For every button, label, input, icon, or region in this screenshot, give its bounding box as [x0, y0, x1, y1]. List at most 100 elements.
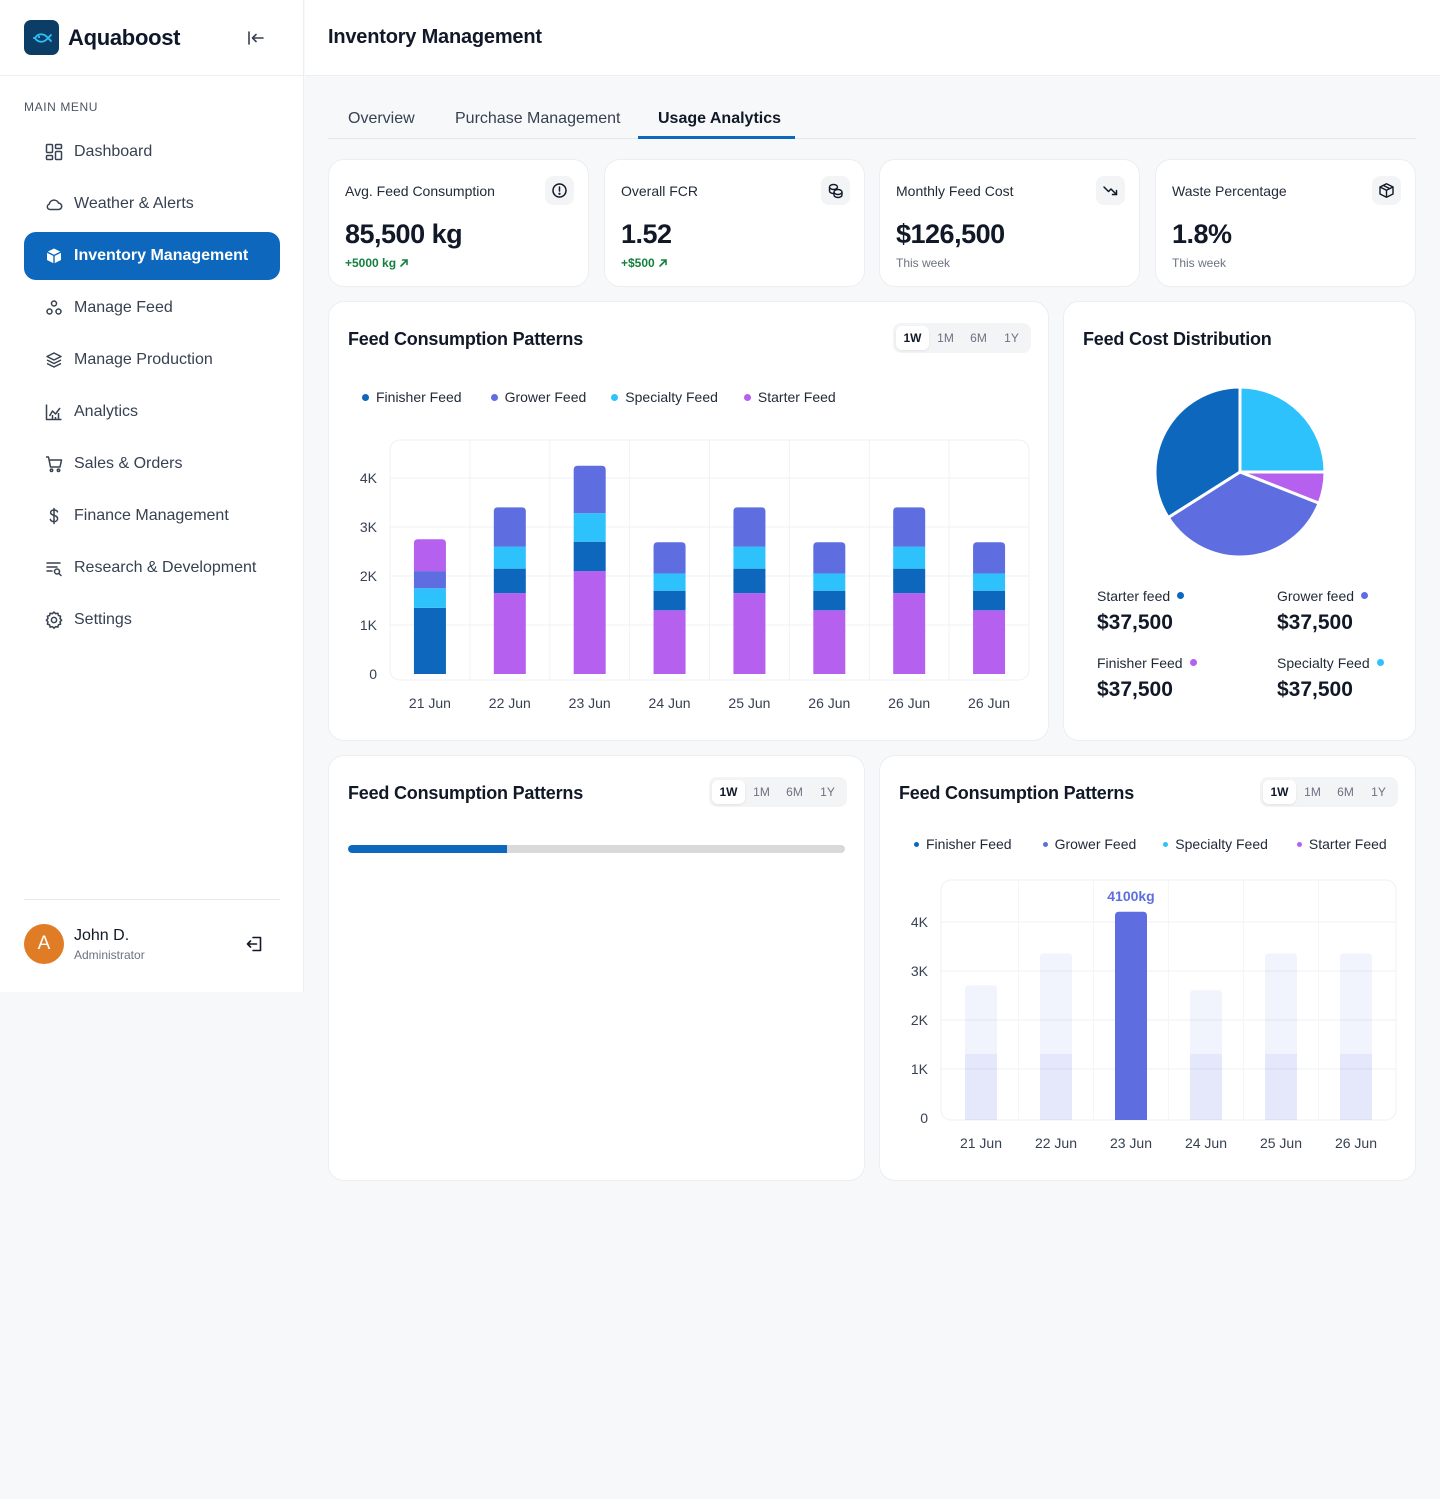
sidebar-item-research[interactable]: Research & Development: [24, 544, 280, 592]
card-title: Feed Cost Distribution: [1083, 329, 1272, 349]
y-tick-label: 1K: [360, 617, 378, 633]
cart-icon: [46, 456, 63, 473]
bar: [1040, 953, 1072, 1120]
user-role: Administrator: [74, 948, 145, 962]
sidebar-item-inventory[interactable]: Inventory Management: [24, 232, 280, 280]
legend-item-grower[interactable]: Grower Feed: [490, 389, 587, 405]
stacked-bar-chart: 0 1K 2K 3K 4K 21 Jun 22 Jun 23 Jun 24 Jun 25 Jun 2…: [360, 439, 1030, 711]
sidebar-item-settings[interactable]: Settings: [24, 596, 280, 644]
bar-segment: [973, 542, 1006, 574]
y-tick-label: 1K: [911, 1061, 929, 1077]
card-title: Feed Consumption Patterns: [348, 783, 584, 803]
range-6m[interactable]: 6M: [1337, 785, 1354, 799]
stat-card-fcr: Overall FCR 1.52 +$500: [604, 159, 865, 287]
tab-overview[interactable]: Overview: [348, 110, 415, 127]
legend-swatch: [1296, 841, 1302, 847]
range-1m[interactable]: 1M: [937, 331, 954, 345]
range-1w[interactable]: 1W: [896, 326, 929, 350]
legend-item-starter[interactable]: Starter Feed: [1296, 836, 1387, 852]
bar-segment: [493, 568, 526, 594]
tab-purchase-management[interactable]: Purchase Management: [455, 110, 621, 127]
bar-segment: [813, 590, 846, 611]
box-icon: [46, 248, 62, 264]
legend-item-finisher[interactable]: Finisher Feed: [362, 389, 462, 405]
sidebar-item-sales-orders[interactable]: Sales & Orders: [24, 440, 280, 488]
tab-bar: Overview Purchase Management Usage Analy…: [328, 100, 1416, 139]
sidebar-item-label: Weather & Alerts: [74, 195, 194, 212]
stat-value: 1.8%: [1172, 219, 1232, 249]
range-1y[interactable]: 1Y: [1004, 331, 1019, 345]
stat-change-text: +5000 kg: [345, 256, 397, 270]
alert-circle-icon: [545, 176, 574, 205]
collapse-sidebar-icon[interactable]: [244, 28, 268, 48]
legend-swatch: [914, 841, 919, 847]
y-tick-label: 0: [920, 1110, 928, 1126]
bar-segment: [413, 607, 446, 674]
bar-segment: [1040, 1053, 1072, 1120]
stat-card-feed-consumption: Avg. Feed Consumption 85,500 kg +5000 kg: [328, 159, 589, 287]
range-1m[interactable]: 1M: [1304, 785, 1321, 799]
x-tick-label: 26 Jun: [1335, 1135, 1377, 1151]
sidebar-item-dashboard[interactable]: Dashboard: [24, 128, 280, 176]
range-selector: 1W 1M 6M 1Y: [893, 323, 1031, 353]
range-1m[interactable]: 1M: [753, 785, 770, 799]
legend-label: Starter Feed: [757, 389, 836, 405]
range-1y[interactable]: 1Y: [820, 785, 835, 799]
range-1y[interactable]: 1Y: [1371, 785, 1386, 799]
sidebar-item-finance[interactable]: Finance Management: [24, 492, 280, 540]
trending-down-icon: [1096, 176, 1125, 205]
sidebar-item-label: Inventory Management: [74, 247, 249, 264]
sidebar-item-label: Sales & Orders: [74, 455, 183, 472]
bar: [1190, 990, 1222, 1120]
x-tick-label: 26 Jun: [808, 695, 850, 711]
y-tick-label: 2K: [360, 568, 378, 584]
legend-label: Grower Feed: [1054, 836, 1137, 852]
bar-segment: [733, 593, 766, 674]
bar-value-label: 4100kg: [1107, 888, 1154, 904]
bar-segment: [653, 573, 686, 591]
dist-label-text: Grower feed: [1277, 588, 1355, 604]
legend-swatch: [362, 393, 369, 401]
legend-label: Specialty Feed: [625, 389, 718, 405]
x-tick-label: 25 Jun: [1260, 1135, 1302, 1151]
brand-name: Aquaboost: [68, 24, 181, 50]
legend-item-starter[interactable]: Starter Feed: [743, 389, 836, 405]
sidebar-item-weather[interactable]: Weather & Alerts: [24, 180, 280, 228]
range-1w[interactable]: 1W: [1263, 780, 1296, 804]
range-6m[interactable]: 6M: [970, 331, 987, 345]
legend-item-specialty[interactable]: Specialty Feed: [611, 389, 718, 405]
bar-segment: [413, 571, 446, 589]
bar-segment: [973, 590, 1006, 611]
bar-segment: [1190, 1053, 1222, 1120]
avatar[interactable]: A: [24, 924, 64, 964]
tab-usage-analytics[interactable]: Usage Analytics: [658, 110, 782, 127]
dist-label-grower: Grower feed: [1277, 588, 1369, 604]
arrow-up-right-icon: [400, 259, 409, 267]
legend-item-finisher[interactable]: Finisher Feed: [914, 836, 1012, 852]
y-tick-label: 2K: [911, 1012, 929, 1028]
legend-swatch: [743, 393, 751, 401]
x-tick-label: 22 Jun: [489, 695, 531, 711]
top-bar: Inventory Management: [305, 0, 1440, 76]
dist-swatch: [1177, 592, 1185, 599]
user-profile[interactable]: A John D. Administrator: [24, 924, 280, 964]
range-1w[interactable]: 1W: [712, 780, 745, 804]
sidebar-item-manage-production[interactable]: Manage Production: [24, 336, 280, 384]
legend-item-specialty[interactable]: Specialty Feed: [1163, 836, 1268, 852]
bar-segment: [965, 1053, 997, 1120]
sidebar-item-manage-feed[interactable]: Manage Feed: [24, 284, 280, 332]
dist-label-text: Starter feed: [1097, 588, 1171, 604]
legend-item-grower[interactable]: Grower Feed: [1042, 836, 1137, 852]
main-nav: Dashboard Weather & Alerts Inventory Man…: [24, 128, 280, 648]
x-tick-label: 26 Jun: [888, 695, 930, 711]
logout-icon[interactable]: [244, 934, 266, 954]
bar-segment: [653, 590, 686, 611]
sidebar-item-analytics[interactable]: Analytics: [24, 388, 280, 436]
legend-label: Grower Feed: [504, 389, 587, 405]
bar-segment: [733, 546, 766, 569]
brand-logo-icon[interactable]: [24, 20, 59, 55]
sidebar-item-label: Analytics: [74, 403, 139, 420]
range-6m[interactable]: 6M: [786, 785, 803, 799]
y-tick-label: 3K: [360, 519, 378, 535]
consumption-progress-card: Feed Consumption Patterns 1W 1M 6M 1Y: [328, 755, 865, 1181]
